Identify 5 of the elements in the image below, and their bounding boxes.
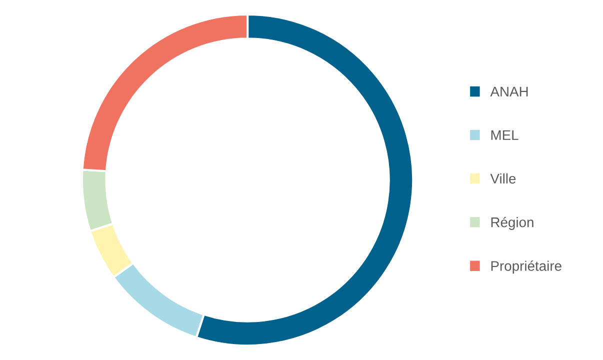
legend-label: Propriétaire — [491, 260, 562, 274]
legend-label: ANAH — [490, 86, 528, 96]
legend-label: MEL — [491, 130, 518, 140]
legend-label: Région — [491, 216, 534, 230]
legend-label: Ville — [490, 173, 516, 184]
